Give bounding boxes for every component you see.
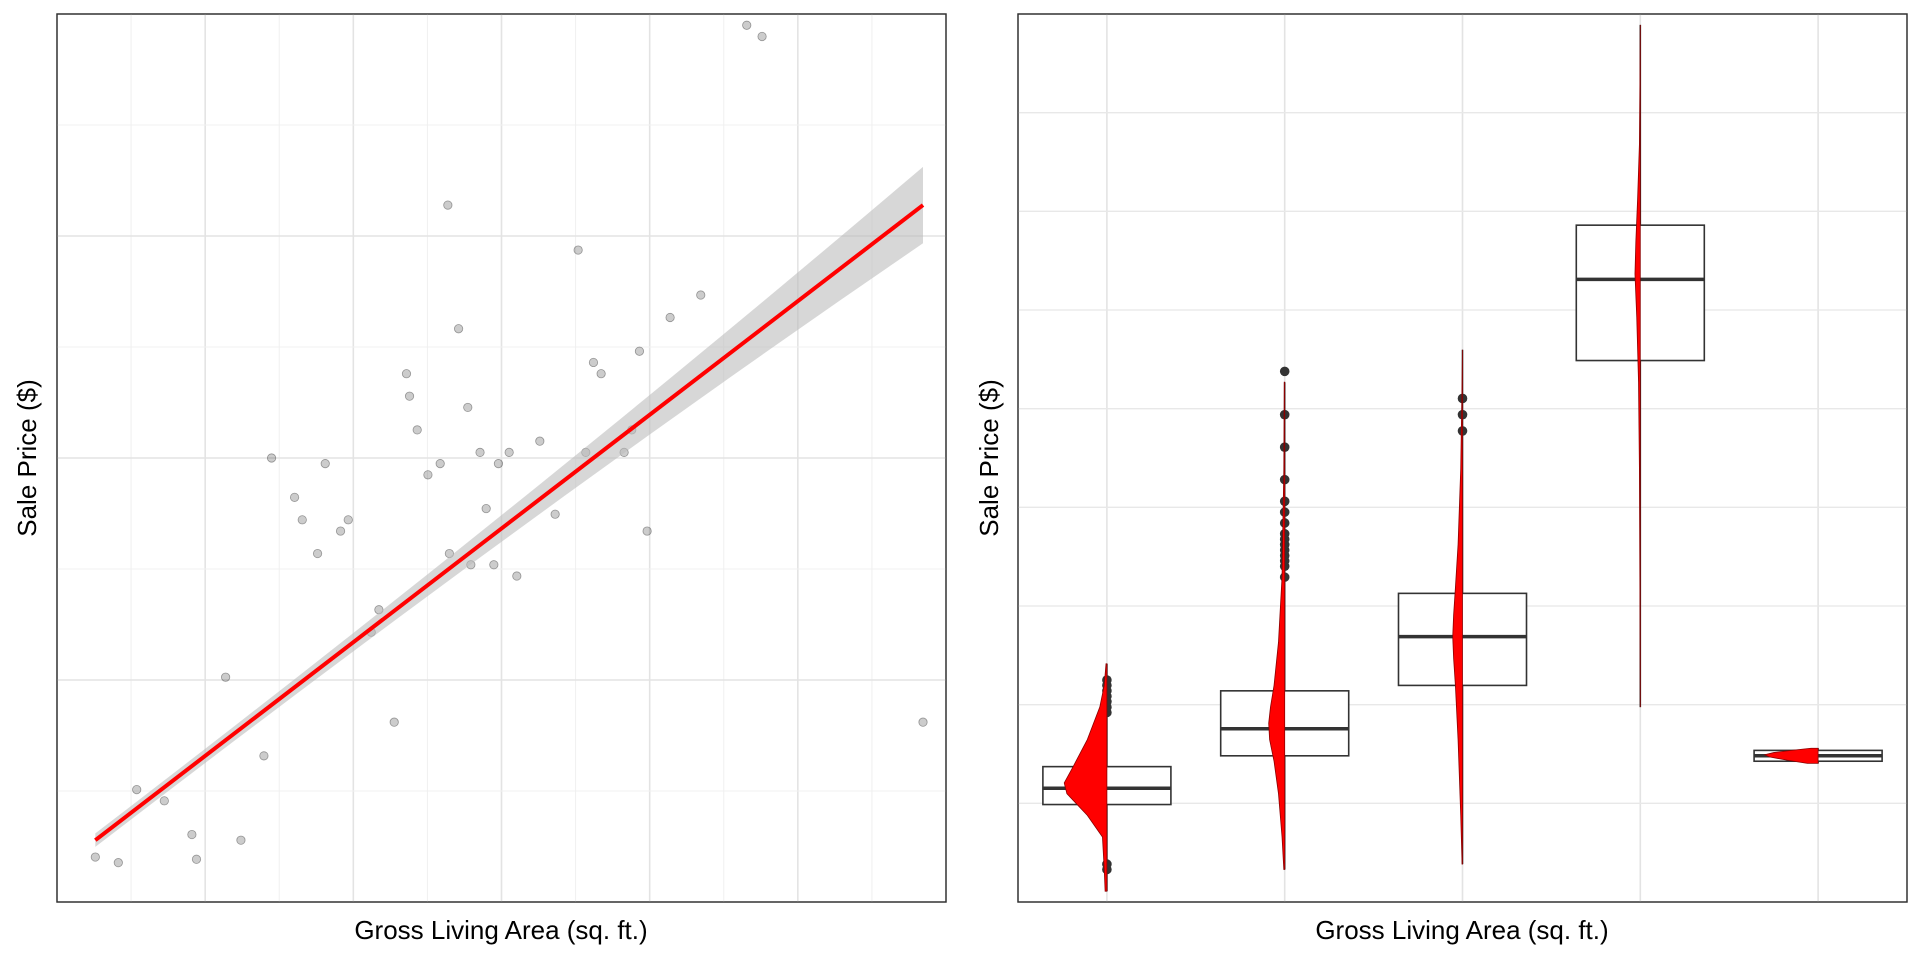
- regression-line: [94, 203, 925, 842]
- scatter-point: [504, 447, 514, 457]
- density-half-violin: [1452, 349, 1463, 865]
- scatter-grid: [57, 14, 946, 902]
- scatter-point: [259, 751, 269, 761]
- scatter-point: [289, 492, 300, 502]
- scatter-point: [335, 526, 346, 536]
- scatter-point: [423, 470, 433, 480]
- confidence-band: [95, 166, 924, 847]
- scatter-point: [493, 459, 504, 469]
- scatter-point: [588, 357, 599, 368]
- scatter-point: [401, 369, 412, 379]
- scatter-point: [642, 526, 652, 536]
- box-group: [1575, 24, 1706, 708]
- scatter-point: [132, 784, 142, 795]
- density-half-violin: [1763, 747, 1819, 764]
- scatter-point: [435, 459, 445, 469]
- box-x-axis-title: Gross Living Area (sq. ft.): [1315, 915, 1608, 945]
- scatter-point: [187, 829, 197, 840]
- scatter-point: [191, 854, 202, 864]
- scatter-point: [297, 515, 307, 525]
- box-elements: [1042, 24, 1883, 892]
- scatter-point: [221, 672, 231, 682]
- scatter-x-axis-title: Gross Living Area (sq. ft.): [354, 915, 647, 945]
- scatter-point: [475, 447, 485, 457]
- scatter-point: [443, 200, 453, 210]
- scatter-point: [159, 796, 169, 806]
- scatter-point: [236, 835, 246, 845]
- density-half-violin: [1268, 381, 1286, 870]
- density-half-violin: [1063, 663, 1108, 892]
- scatter-point: [404, 391, 415, 401]
- box-y-axis-title: Sale Price ($): [974, 379, 1004, 537]
- scatter-point: [453, 324, 464, 334]
- scatter-point: [512, 571, 522, 581]
- box-group: [1219, 366, 1350, 870]
- scatter-point: [535, 436, 545, 446]
- scatter-y-axis-title: Sale Price ($): [12, 379, 42, 537]
- scatter-point: [918, 717, 928, 727]
- scatter-point: [489, 560, 499, 570]
- scatter-point: [266, 453, 277, 463]
- scatter-panel: Gross Living Area (sq. ft.) Sale Price (…: [12, 13, 947, 945]
- scatter-point: [550, 509, 560, 519]
- box-group: [1042, 663, 1172, 892]
- scatter-point: [634, 346, 645, 356]
- scatter-point: [113, 858, 123, 868]
- scatter-point: [573, 245, 583, 255]
- scatter-point: [412, 425, 422, 435]
- scatter-point: [343, 515, 353, 525]
- box-panel: Gross Living Area (sq. ft.) Sale Price (…: [974, 13, 1908, 945]
- box-group: [1397, 349, 1528, 865]
- scatter-point: [742, 20, 752, 30]
- box-plot-border: [1017, 13, 1908, 903]
- scatter-point: [596, 369, 606, 379]
- scatter-point: [389, 717, 399, 727]
- scatter-point: [757, 31, 767, 42]
- scatter-point: [312, 548, 323, 559]
- scatter-point: [696, 290, 706, 300]
- scatter-point: [665, 312, 675, 323]
- scatter-point: [90, 852, 100, 862]
- scatter-plot-border: [56, 13, 947, 903]
- scatter-point: [463, 402, 473, 413]
- box-group: [1753, 747, 1883, 764]
- scatter-point: [320, 459, 330, 469]
- box-outlier: [1279, 366, 1290, 377]
- scatter-point: [481, 503, 491, 514]
- density-half-violin: [1634, 24, 1641, 708]
